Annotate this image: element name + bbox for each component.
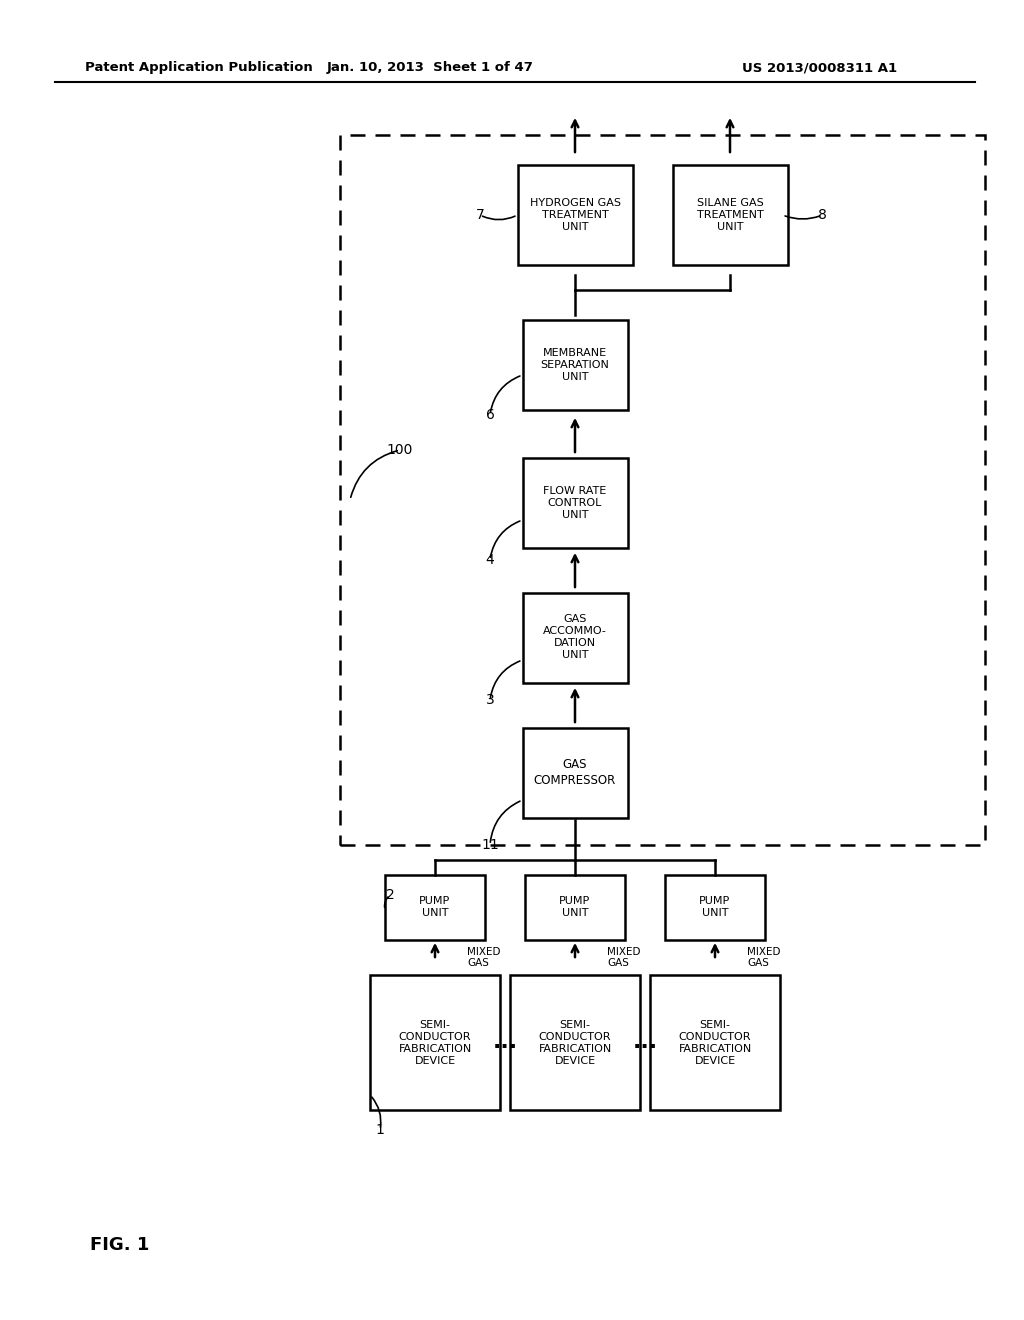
Text: HYDROGEN GAS
TREATMENT
UNIT: HYDROGEN GAS TREATMENT UNIT (529, 198, 621, 232)
Text: PUMP
UNIT: PUMP UNIT (420, 896, 451, 919)
Bar (510, 975, 640, 1110)
Text: ...: ... (633, 1032, 657, 1052)
Bar (522, 458, 628, 548)
Text: 1: 1 (376, 1123, 384, 1137)
Text: 6: 6 (485, 408, 495, 422)
Bar (665, 875, 765, 940)
Text: GAS
ACCOMMO-
DATION
UNIT: GAS ACCOMMO- DATION UNIT (543, 615, 607, 660)
Text: MEMBRANE
SEPARATION
UNIT: MEMBRANE SEPARATION UNIT (541, 348, 609, 381)
Text: SEMI-
CONDUCTOR
FABRICATION
DEVICE: SEMI- CONDUCTOR FABRICATION DEVICE (678, 1019, 752, 1065)
Text: MIXED
GAS: MIXED GAS (607, 946, 640, 969)
Text: MIXED
GAS: MIXED GAS (746, 946, 780, 969)
Text: FIG. 1: FIG. 1 (90, 1236, 150, 1254)
Bar (385, 875, 485, 940)
Text: FLOW RATE
CONTROL
UNIT: FLOW RATE CONTROL UNIT (544, 486, 606, 520)
Bar (517, 165, 633, 265)
Bar (370, 975, 500, 1110)
Bar (525, 875, 625, 940)
Text: GAS
COMPRESSOR: GAS COMPRESSOR (534, 758, 616, 787)
Bar (340, 135, 985, 845)
Text: 4: 4 (485, 553, 495, 568)
Text: US 2013/0008311 A1: US 2013/0008311 A1 (742, 62, 898, 74)
Bar (522, 319, 628, 411)
Text: Patent Application Publication: Patent Application Publication (85, 62, 312, 74)
Text: ...: ... (493, 1032, 517, 1052)
Text: SEMI-
CONDUCTOR
FABRICATION
DEVICE: SEMI- CONDUCTOR FABRICATION DEVICE (539, 1019, 611, 1065)
Text: SILANE GAS
TREATMENT
UNIT: SILANE GAS TREATMENT UNIT (696, 198, 763, 232)
Text: 8: 8 (818, 209, 827, 222)
Text: 11: 11 (481, 838, 499, 851)
Text: SEMI-
CONDUCTOR
FABRICATION
DEVICE: SEMI- CONDUCTOR FABRICATION DEVICE (398, 1019, 472, 1065)
Text: 2: 2 (386, 888, 394, 902)
Text: Jan. 10, 2013  Sheet 1 of 47: Jan. 10, 2013 Sheet 1 of 47 (327, 62, 534, 74)
Text: 3: 3 (485, 693, 495, 708)
Bar (522, 593, 628, 682)
Text: PUMP
UNIT: PUMP UNIT (559, 896, 591, 919)
Bar (673, 165, 787, 265)
Text: 100: 100 (387, 444, 414, 457)
Bar (522, 727, 628, 817)
Text: PUMP
UNIT: PUMP UNIT (699, 896, 731, 919)
Text: 7: 7 (475, 209, 484, 222)
Bar (650, 975, 780, 1110)
Text: MIXED
GAS: MIXED GAS (467, 946, 501, 969)
